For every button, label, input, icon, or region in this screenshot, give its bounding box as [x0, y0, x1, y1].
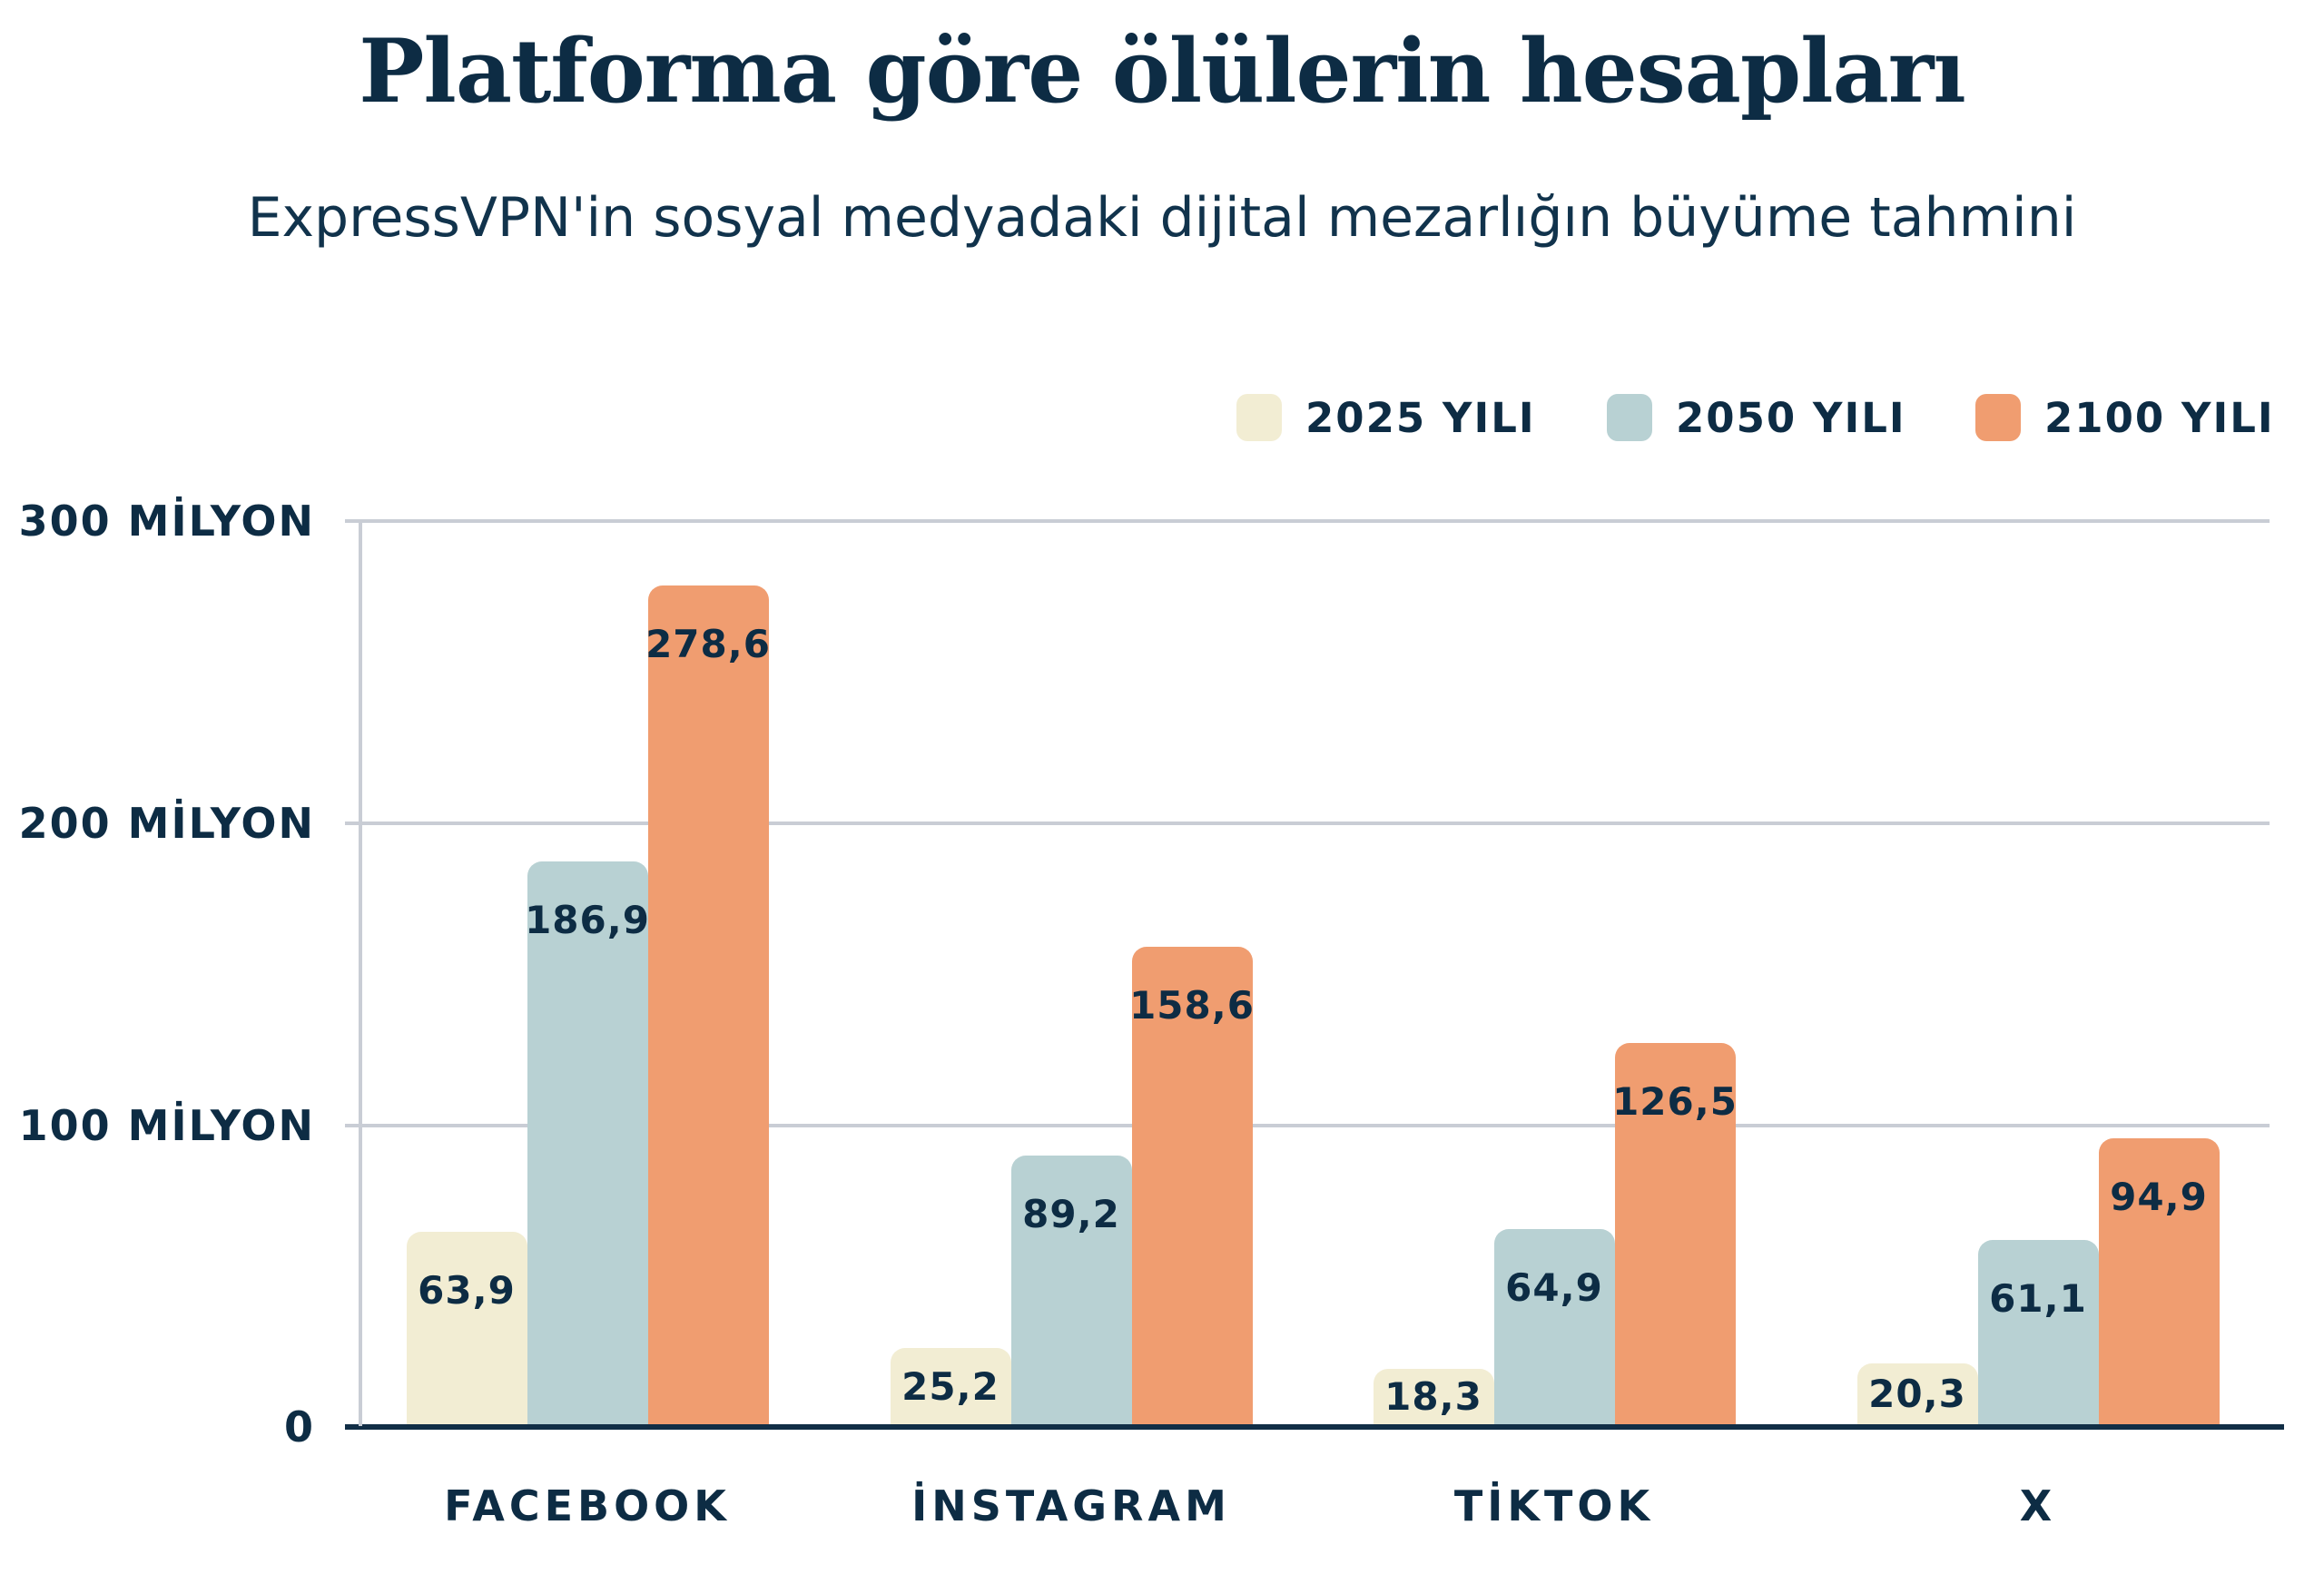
bar-value-label: 25,2	[901, 1363, 1000, 1409]
y-tick-label: 100 MİLYON	[18, 1101, 315, 1150]
bar-facebook-2025: 63,9	[406, 1232, 527, 1424]
y-tick-label: 200 MİLYON	[18, 799, 315, 848]
bar-value-label: 64,9	[1505, 1265, 1603, 1310]
bar-value-label: 278,6	[645, 622, 771, 666]
legend-label: 2050 YILI	[1676, 393, 1906, 442]
bar-ti̇ktok-2025: 18,3	[1373, 1369, 1494, 1424]
legend-swatch	[1236, 394, 1282, 441]
bar-value-label: 186,9	[525, 898, 650, 942]
bar-value-label: 126,5	[1612, 1079, 1738, 1124]
gridline	[345, 519, 2270, 523]
bar-facebook-2100: 278,6	[645, 585, 771, 1424]
bar-value-label: 63,9	[418, 1268, 516, 1313]
bar-ti̇ktok-2050: 64,9	[1493, 1229, 1615, 1424]
bar-i̇nstagram-2100: 158,6	[1129, 947, 1255, 1424]
legend-swatch	[1975, 394, 2021, 441]
legend-item: 2100 YILI	[1975, 392, 2275, 443]
gridline	[345, 822, 2270, 825]
bar-value-label: 18,3	[1384, 1374, 1482, 1419]
bar-value-label: 158,6	[1129, 983, 1255, 1028]
y-tick-label: 0	[283, 1402, 315, 1451]
gridline	[345, 1124, 2270, 1127]
legend-item: 2050 YILI	[1607, 392, 1906, 443]
page-title: Platforma göre ölülerin hesapları	[359, 20, 1966, 123]
bar-i̇nstagram-2050: 89,2	[1010, 1156, 1132, 1424]
bar-facebook-2050: 186,9	[525, 861, 650, 1424]
bar-value-label: 20,3	[1868, 1372, 1966, 1416]
bar-x-2025: 20,3	[1856, 1363, 1978, 1424]
y-axis-line	[359, 521, 362, 1426]
x-category-label: TİKTOK	[1453, 1481, 1655, 1530]
bar-x-2050: 61,1	[1977, 1240, 2099, 1424]
legend-label: 2025 YILI	[1305, 393, 1536, 442]
bar-i̇nstagram-2025: 25,2	[890, 1348, 1011, 1424]
bar-value-label: 61,1	[1989, 1276, 2087, 1321]
x-category-label: İNSTAGRAM	[911, 1481, 1231, 1530]
legend-label: 2100 YILI	[2044, 393, 2275, 442]
x-category-label: X	[2019, 1481, 2057, 1530]
bar-x-2100: 94,9	[2098, 1138, 2220, 1424]
x-category-label: FACEBOOK	[444, 1481, 731, 1530]
bar-ti̇ktok-2100: 126,5	[1612, 1043, 1738, 1424]
bar-value-label: 89,2	[1022, 1192, 1120, 1236]
page-subtitle: ExpressVPN'in sosyal medyadaki dijital m…	[247, 186, 2077, 250]
chart-legend: 2025 YILI 2050 YILI 2100 YILI	[0, 392, 2324, 443]
bar-value-label: 94,9	[2110, 1175, 2208, 1219]
y-tick-label: 300 MİLYON	[18, 497, 315, 546]
legend-swatch	[1607, 394, 1652, 441]
legend-item: 2025 YILI	[1236, 392, 1536, 443]
x-axis-baseline	[345, 1424, 2284, 1430]
